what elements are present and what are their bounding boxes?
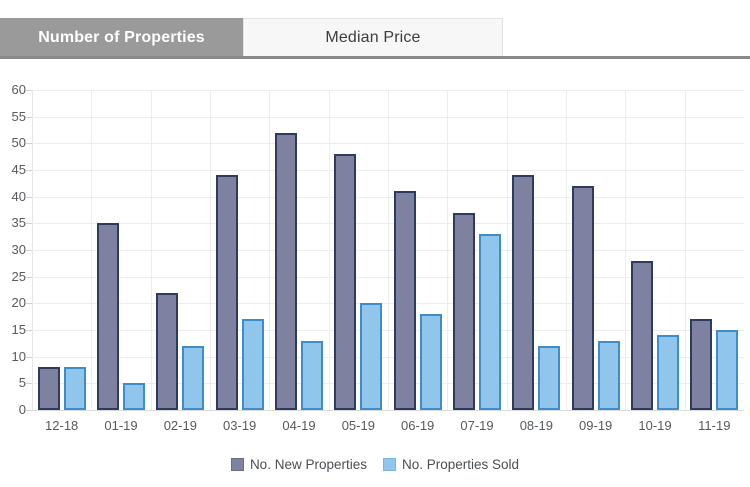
category-separator bbox=[91, 90, 93, 410]
bar-group bbox=[685, 90, 744, 410]
category-separator bbox=[566, 90, 567, 410]
bar-group bbox=[329, 90, 388, 410]
category-separator bbox=[684, 90, 686, 410]
x-axis-tick-label: 07-19 bbox=[460, 418, 494, 433]
y-axis-tick-label: 35 bbox=[11, 215, 26, 231]
y-axis-tick-mark bbox=[26, 143, 32, 145]
y-axis-tick-mark bbox=[26, 223, 32, 225]
y-axis-tick-label: 50 bbox=[11, 135, 26, 151]
bar-group bbox=[447, 90, 506, 410]
category-separator bbox=[388, 90, 389, 410]
bar-new-properties[interactable] bbox=[215, 175, 238, 410]
bar-properties-sold[interactable] bbox=[122, 383, 145, 410]
y-axis-tick-mark bbox=[26, 356, 32, 358]
tab-bar: Number of Properties Median Price bbox=[0, 18, 750, 58]
y-axis-tick-mark bbox=[26, 410, 32, 411]
x-axis-tick-label: 06-19 bbox=[401, 418, 435, 433]
category-separator bbox=[447, 90, 449, 410]
y-axis-tick-mark bbox=[26, 90, 32, 91]
y-axis-tick-label: 45 bbox=[11, 162, 26, 177]
y-axis-tick-mark bbox=[26, 196, 32, 198]
x-axis-tick-label: 12-18 bbox=[45, 418, 79, 433]
bar-new-properties[interactable] bbox=[630, 260, 653, 410]
y-axis-tick-label: 15 bbox=[11, 322, 26, 337]
bar-properties-sold[interactable] bbox=[538, 346, 561, 410]
chart-legend: No. New Properties No. Properties Sold bbox=[0, 457, 750, 472]
y-axis-tick-mark bbox=[26, 250, 32, 251]
category-separator bbox=[269, 90, 271, 410]
bar-properties-sold[interactable] bbox=[300, 340, 323, 410]
bar-new-properties[interactable] bbox=[512, 175, 535, 410]
y-axis-tick-mark bbox=[26, 116, 32, 118]
bar-properties-sold[interactable] bbox=[419, 314, 442, 410]
bar-group bbox=[91, 90, 150, 410]
y-axis-tick-label: 0 bbox=[18, 402, 26, 417]
category-separator bbox=[625, 90, 627, 410]
y-axis-tick-label: 5 bbox=[18, 375, 26, 391]
x-axis-tick-label: 05-19 bbox=[341, 418, 375, 433]
x-axis-tick-label: 10-19 bbox=[638, 418, 672, 433]
bar-properties-sold[interactable] bbox=[63, 367, 86, 410]
bar-new-properties[interactable] bbox=[156, 292, 179, 410]
y-axis-tick-mark bbox=[26, 276, 32, 278]
bar-properties-sold[interactable] bbox=[182, 346, 205, 410]
bar-properties-sold[interactable] bbox=[597, 340, 620, 410]
legend-label-new-properties: No. New Properties bbox=[249, 457, 367, 472]
bar-chart: 0 5 10 15 20 25 30 35 40 45 50 55 60 12-18 01-19 02-19… bbox=[0, 72, 750, 487]
plot-area bbox=[32, 90, 744, 411]
bar-new-properties[interactable] bbox=[334, 154, 357, 410]
bar-new-properties[interactable] bbox=[37, 367, 60, 410]
category-separator bbox=[210, 90, 211, 410]
bar-new-properties[interactable] bbox=[690, 319, 713, 410]
category-separator bbox=[150, 90, 152, 410]
y-axis-tick-mark bbox=[26, 170, 32, 171]
y-axis-tick-label: 55 bbox=[11, 108, 26, 124]
category-separator bbox=[328, 90, 330, 410]
legend-item-properties-sold[interactable]: No. Properties Sold bbox=[382, 457, 520, 472]
y-axis-tick-label: 20 bbox=[11, 295, 26, 311]
tab-number-of-properties[interactable]: Number of Properties bbox=[0, 18, 243, 56]
y-axis-tick-mark bbox=[26, 330, 32, 331]
legend-swatch-properties-sold bbox=[382, 458, 396, 471]
x-axis-tick-label: 11-19 bbox=[698, 418, 731, 433]
y-axis-tick-label: 60 bbox=[11, 82, 26, 97]
y-axis-tick-mark bbox=[26, 383, 32, 385]
legend-item-new-properties[interactable]: No. New Properties bbox=[230, 457, 367, 472]
x-axis-tick-label: 03-19 bbox=[223, 418, 257, 433]
bar-group bbox=[388, 90, 447, 410]
y-axis-tick-label: 40 bbox=[11, 188, 26, 204]
x-axis-tick-label: 01-19 bbox=[104, 418, 138, 433]
bar-new-properties[interactable] bbox=[96, 223, 119, 410]
bar-group bbox=[269, 90, 328, 410]
y-axis-tick-label: 25 bbox=[11, 268, 26, 284]
bar-properties-sold[interactable] bbox=[716, 330, 739, 410]
bar-group bbox=[32, 90, 91, 410]
y-axis-tick-label: 10 bbox=[11, 348, 26, 364]
y-axis-tick-label: 30 bbox=[11, 242, 26, 257]
x-axis-tick-label: 09-19 bbox=[579, 418, 613, 433]
y-axis-tick-mark bbox=[26, 303, 32, 305]
bar-new-properties[interactable] bbox=[274, 132, 297, 410]
gridline bbox=[32, 410, 744, 411]
bar-new-properties[interactable] bbox=[571, 186, 594, 410]
bar-properties-sold[interactable] bbox=[360, 303, 383, 410]
bar-group bbox=[566, 90, 625, 410]
legend-swatch-new-properties bbox=[230, 458, 244, 471]
x-axis-tick-label: 08-19 bbox=[519, 418, 553, 433]
legend-label-properties-sold: No. Properties Sold bbox=[401, 457, 520, 472]
bar-properties-sold[interactable] bbox=[241, 319, 264, 410]
bar-group bbox=[507, 90, 566, 410]
tab-bar-underline bbox=[0, 56, 750, 59]
bar-properties-sold[interactable] bbox=[656, 335, 679, 410]
x-axis-tick-label: 04-19 bbox=[282, 418, 316, 433]
bar-properties-sold[interactable] bbox=[478, 234, 501, 410]
bar-group bbox=[210, 90, 269, 410]
bar-group bbox=[151, 90, 210, 410]
tab-median-price[interactable]: Median Price bbox=[243, 18, 503, 56]
x-axis-tick-label: 02-19 bbox=[163, 418, 197, 433]
bar-group bbox=[625, 90, 684, 410]
bar-new-properties[interactable] bbox=[452, 212, 475, 410]
bar-new-properties[interactable] bbox=[393, 191, 416, 410]
category-separator bbox=[506, 90, 508, 410]
